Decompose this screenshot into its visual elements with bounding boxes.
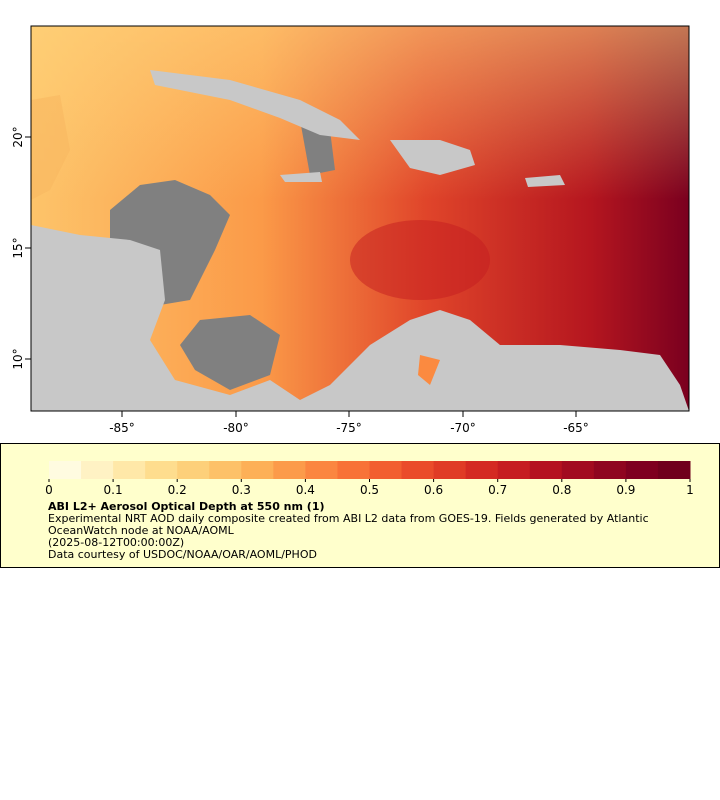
map-field [31, 26, 689, 411]
colorbar-tick-label: 0 [45, 483, 53, 497]
legend-title: ABI L2+ Aerosol Optical Depth at 550 nm … [48, 500, 325, 513]
colorbar: 0 0.1 0.2 0.3 0.4 0.5 0.6 0.7 0.8 0.9 1 [45, 461, 694, 497]
colorbar-tick-label: 0.1 [104, 483, 123, 497]
legend-time: (2025-08-12T00:00:00Z) [48, 536, 185, 549]
colorbar-cell [497, 461, 531, 479]
colorbar-cell [433, 461, 467, 479]
colorbar-cell [369, 461, 403, 479]
colorbar-cell [465, 461, 499, 479]
map-frame [30, 25, 690, 412]
lon-tick-label: -75° [336, 421, 362, 435]
colorbar-cell [49, 461, 82, 479]
colorbar-cell [209, 461, 242, 479]
colorbar-tick-label: 0.7 [488, 483, 507, 497]
lon-tick-label: -80° [223, 421, 249, 435]
map: -85° -80° -75° -70° -65° 20° 15° 10° [11, 25, 690, 435]
colorbar-cell [145, 461, 178, 479]
legend-credit: Data courtesy of USDOC/NOAA/OAR/AOML/PHO… [48, 548, 317, 561]
colorbar-cell [177, 461, 210, 479]
colorbar-cell [241, 461, 274, 479]
colorbar-cell [81, 461, 114, 479]
lon-tick-label: -85° [109, 421, 135, 435]
colorbar-tick-label: 1 [686, 483, 694, 497]
colorbar-cell [561, 461, 595, 479]
lon-tick-label: -70° [450, 421, 476, 435]
lon-tick-label: -65° [563, 421, 589, 435]
legend: 0 0.1 0.2 0.3 0.4 0.5 0.6 0.7 0.8 0.9 1 ABI L2+ Ae… [0, 443, 720, 568]
colorbar-cell [529, 461, 563, 479]
colorbar-cell [625, 461, 659, 479]
colorbar-cell [657, 461, 691, 479]
colorbar-cell [113, 461, 146, 479]
colorbar-tick-label: 0.8 [552, 483, 571, 497]
colorbar-tick-label: 0.9 [616, 483, 635, 497]
legend-description: Experimental NRT AOD daily composite cre… [48, 512, 649, 537]
lat-tick-label: 10° [11, 348, 25, 369]
colorbar-cell [593, 461, 627, 479]
colorbar-cell [401, 461, 435, 479]
colorbar-cell [273, 461, 306, 479]
colorbar-cell [337, 461, 370, 479]
colorbar-tick-label: 0.3 [232, 483, 251, 497]
colorbar-tick-label: 0.4 [296, 483, 315, 497]
colorbar-tick-label: 0.5 [360, 483, 379, 497]
colorbar-tick-label: 0.2 [168, 483, 187, 497]
lat-tick-label: 20° [11, 126, 25, 147]
colorbar-cell [305, 461, 338, 479]
colorbar-tick-label: 0.6 [424, 483, 443, 497]
lat-tick-label: 15° [11, 237, 25, 258]
